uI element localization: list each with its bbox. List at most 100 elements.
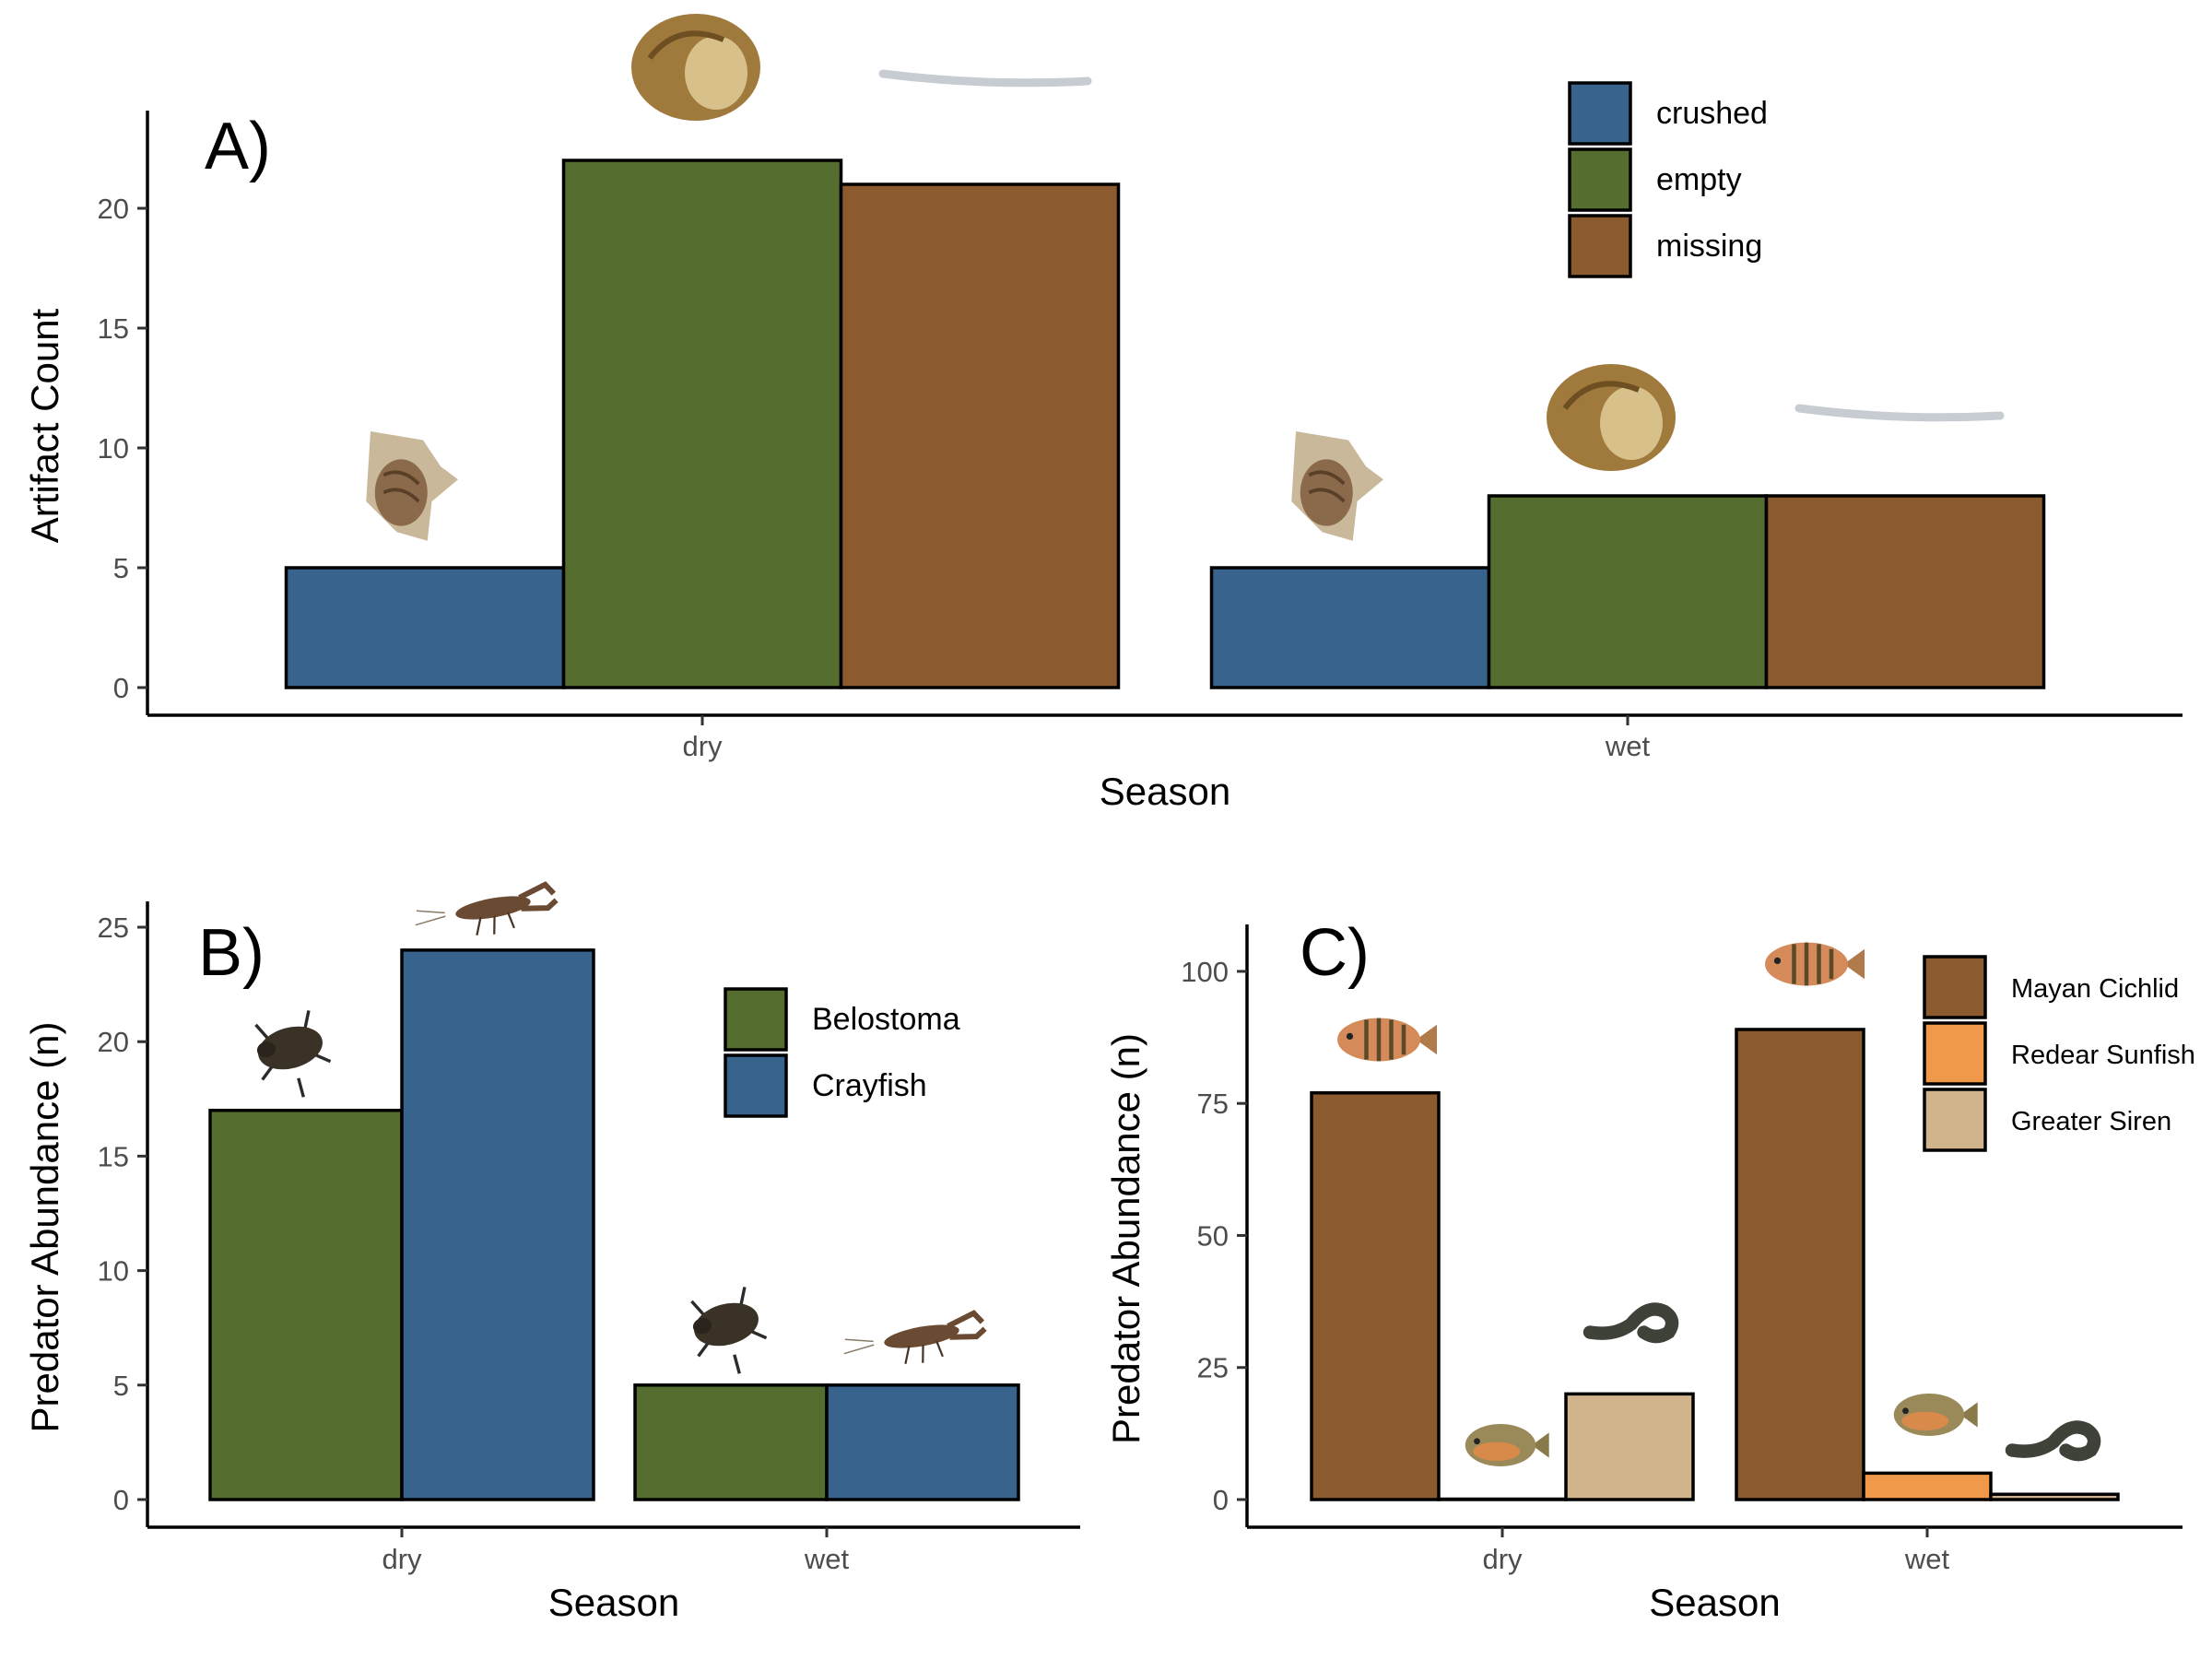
y-tick-label: 75 [1197, 1088, 1229, 1120]
crayfish-icon [415, 881, 559, 935]
body [1583, 1302, 1679, 1344]
x-tick-label: dry [682, 730, 723, 762]
legend-swatch [1568, 214, 1632, 278]
bar-greater-siren-wet [1989, 1492, 2120, 1501]
legend-label: crushed [1656, 96, 1768, 131]
antennae [415, 910, 446, 926]
bar-mayan-cichlid-dry [1310, 1090, 1441, 1501]
bar-redear-sunfish-wet [1862, 1471, 1993, 1501]
x-tick-label: wet [804, 1543, 850, 1575]
body [258, 1026, 323, 1070]
crushed-shell-icon [366, 431, 458, 541]
panel-label: A) [205, 110, 271, 183]
legs [690, 1287, 768, 1374]
panel-b: 0 5 10 15 20 25 dry wet Season Predator Abundance… [23, 901, 1080, 1624]
legend-swatch [724, 987, 788, 1052]
shell-ridges [382, 470, 420, 503]
body [884, 1324, 959, 1348]
bar-crayfish-wet [825, 1383, 1020, 1501]
legend-swatch [1923, 955, 1987, 1019]
stripes [1364, 1018, 1406, 1062]
x-axis-title: Season [1649, 1581, 1780, 1624]
x-tick-label: dry [382, 1543, 422, 1575]
panel-label: C) [1300, 916, 1370, 990]
y-tick-label: 0 [113, 1484, 129, 1516]
eye [1346, 1032, 1354, 1040]
shell-aperture [685, 36, 747, 110]
head [256, 1041, 276, 1058]
legend-label: Mayan Cichlid [2011, 974, 2179, 1004]
bar-belostoma-dry [208, 1108, 404, 1501]
belostoma-icon [254, 1010, 332, 1098]
y-tick-label: 20 [98, 1026, 129, 1058]
eye [1902, 1407, 1909, 1415]
redear-sunfish-icon [1465, 1424, 1549, 1466]
head [692, 1318, 712, 1335]
bar-empty-dry [561, 159, 843, 689]
greater-siren-icon [1583, 1302, 1679, 1344]
snail-shell-icon [1547, 364, 1676, 471]
legend-label: Greater Siren [2011, 1107, 2171, 1136]
y-tick-label: 0 [1213, 1484, 1229, 1516]
y-axis-title: Artifact Count [23, 308, 66, 543]
panel-a: 0 5 10 15 20 dry wet Season Artifact Count A) crus… [23, 81, 2183, 813]
shell-ridges [1308, 470, 1346, 503]
x-tick-label: wet [1904, 1543, 1950, 1575]
legend-label: empty [1656, 162, 1742, 197]
shell-whorl [1562, 381, 1641, 410]
y-tick-label: 10 [98, 432, 129, 465]
y-axis-title: Predator Abundance (n) [1104, 1033, 1147, 1444]
x-axis-title: Season [1100, 770, 1230, 813]
legend-label: Belostoma [812, 1002, 960, 1037]
tail [1532, 1432, 1549, 1458]
shell-aperture [1600, 386, 1663, 460]
legend-swatch [1923, 1088, 1987, 1152]
stripes [1792, 942, 1834, 986]
y-tick-label: 25 [1197, 1352, 1229, 1384]
y-tick-label: 5 [113, 1370, 129, 1402]
legs [904, 1340, 944, 1364]
shell-whorl [647, 30, 725, 60]
bar-crushed-dry [284, 566, 566, 689]
belly [1901, 1411, 1949, 1430]
claws [518, 881, 559, 912]
y-tick-label: 50 [1197, 1219, 1229, 1252]
legend-swatch [1568, 81, 1632, 146]
y-tick-label: 15 [98, 1140, 129, 1172]
y-tick-label: 25 [98, 912, 129, 944]
tail [1416, 1024, 1437, 1055]
belly [1473, 1441, 1521, 1461]
body [2005, 1420, 2101, 1462]
tether-string-icon [878, 69, 1092, 88]
y-tick-label: 15 [98, 312, 129, 345]
bar-mayan-cichlid-wet [1735, 1028, 1865, 1501]
x-axis-title: Season [548, 1581, 679, 1624]
bar-belostoma-wet [633, 1383, 829, 1501]
redear-sunfish-icon [1893, 1394, 1978, 1436]
body [455, 896, 531, 920]
shell-core [374, 459, 428, 526]
x-tick-label: dry [1482, 1543, 1523, 1575]
organism-illustrations [254, 14, 2101, 1466]
mayan-cichlid-icon [1765, 942, 1865, 986]
panel-c: 0 25 50 75 100 dry wet Season Predator Abundance… [1104, 916, 2195, 1624]
mayan-cichlid-icon [1337, 1018, 1437, 1062]
bar-crayfish-dry [400, 948, 595, 1501]
eye [1474, 1438, 1480, 1445]
legs [254, 1010, 332, 1098]
y-tick-label: 0 [113, 672, 129, 704]
y-axis-title: Predator Abundance (n) [23, 1022, 66, 1433]
legend-label: Crayfish [812, 1068, 927, 1103]
antennae [843, 1338, 875, 1355]
bar-missing-wet [1764, 494, 2046, 689]
legend-swatch [724, 1053, 788, 1118]
legend-label: missing [1656, 229, 1762, 264]
snail-shell-icon [631, 14, 760, 121]
legend-swatch [1923, 1021, 1987, 1086]
legend-swatch [1568, 147, 1632, 212]
legend-label: Redear Sunfish [2011, 1041, 2195, 1070]
y-tick-label: 10 [98, 1255, 129, 1288]
y-tick-label: 100 [1181, 956, 1229, 988]
claws [947, 1310, 987, 1340]
